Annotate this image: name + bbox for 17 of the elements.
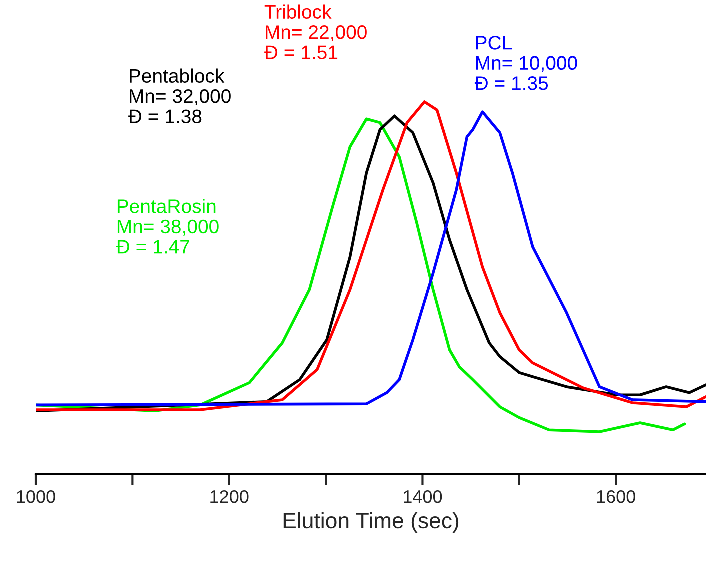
x-tick-label: 1600: [597, 490, 636, 504]
text: Đ = 1.51: [264, 46, 338, 60]
x-axis-title: Elution Time (sec): [284, 512, 459, 534]
x-tick-label: 1000: [17, 490, 56, 504]
text: PCL: [476, 36, 512, 50]
text: Pentablock: [130, 68, 225, 84]
text: Đ = 1.35: [474, 76, 548, 90]
annotation: Đ = 1.38: [128, 110, 202, 124]
x-tick-label: 1200: [210, 490, 249, 504]
text: PentaRosin: [118, 199, 216, 214]
text: Triblock: [264, 4, 332, 20]
text: Mn= 22,000: [266, 25, 367, 42]
annotation: Mn= 38,000: [118, 220, 219, 236]
annotation: Mn= 32,000: [130, 89, 231, 106]
x-tick-label: 1400: [404, 490, 442, 504]
text: Mn= 10,000: [476, 56, 578, 72]
annotation: Đ = 1.47: [116, 240, 190, 254]
